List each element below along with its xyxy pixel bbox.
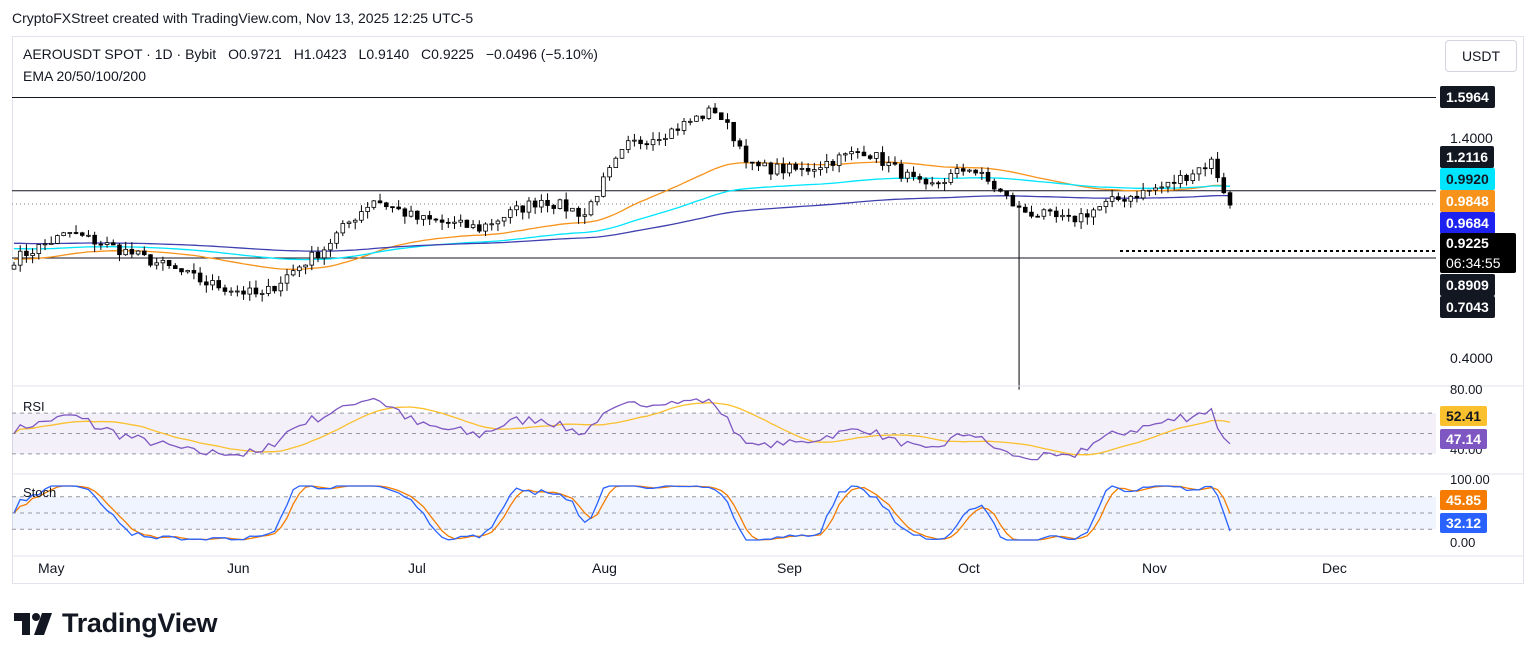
stoch-d-tag: 45.85 (1440, 490, 1488, 510)
brand-name: TradingView (62, 608, 218, 638)
low-value: L0.9140 (358, 46, 410, 62)
x-label-may: May (38, 560, 65, 576)
x-label-oct: Oct (958, 560, 980, 576)
symbol-name: AEROUSDT SPOT · 1D · Bybit (23, 46, 217, 62)
stoch-label: Stoch (23, 485, 57, 500)
high-tag: 1.2116 (1440, 146, 1495, 168)
x-label-sep: Sep (777, 560, 802, 576)
x-label-jun: Jun (227, 560, 250, 576)
rsi-tag: 47.14 (1440, 429, 1488, 449)
change-value: −0.0496 (−5.10%) (485, 46, 598, 62)
rsi-label: RSI (23, 399, 45, 414)
currency-button[interactable]: USDT (1445, 40, 1517, 72)
indicator-legend: EMA 20/50/100/200 (23, 68, 146, 84)
x-label-aug: Aug (592, 560, 617, 576)
stoch-tick-0: 0.00 (1450, 535, 1476, 550)
price-tick-1: 1.4000 (1450, 130, 1493, 146)
ema20-tag: 0.9920 (1440, 168, 1495, 190)
ema100-tag: 0.9684 (1440, 212, 1495, 234)
last-price-tag: 0.9225 (1440, 233, 1516, 253)
tradingview-logo-icon (14, 612, 52, 635)
level-tag-top: 1.5964 (1440, 86, 1495, 108)
low-tag: 0.8909 (1440, 274, 1495, 296)
x-label-nov: Nov (1142, 560, 1167, 576)
open-value: O0.9721 (228, 46, 282, 62)
countdown-tag: 06:34:55 (1440, 253, 1516, 273)
close-value: C0.9225 (421, 46, 474, 62)
ema50-tag: 0.9848 (1440, 190, 1495, 212)
stoch-tick-100: 100.00 (1450, 472, 1490, 487)
symbol-legend: AEROUSDT SPOT · 1D · Bybit O0.9721 H1.04… (23, 46, 598, 62)
tradingview-brand[interactable]: TradingView (14, 608, 218, 639)
stoch-k-tag: 32.12 (1440, 513, 1488, 533)
chart-frame[interactable] (12, 36, 1524, 584)
rsi-ma-tag: 52.41 (1440, 406, 1488, 426)
price-tick-2: 0.4000 (1450, 350, 1493, 366)
chart-credit: CryptoFXStreet created with TradingView.… (12, 10, 474, 26)
rsi-tick-80: 80.00 (1450, 382, 1483, 397)
x-label-jul: Jul (408, 560, 426, 576)
high-value: H1.0423 (293, 46, 347, 62)
x-label-dec: Dec (1322, 560, 1347, 576)
level-tag-bottom: 0.7043 (1440, 296, 1495, 318)
